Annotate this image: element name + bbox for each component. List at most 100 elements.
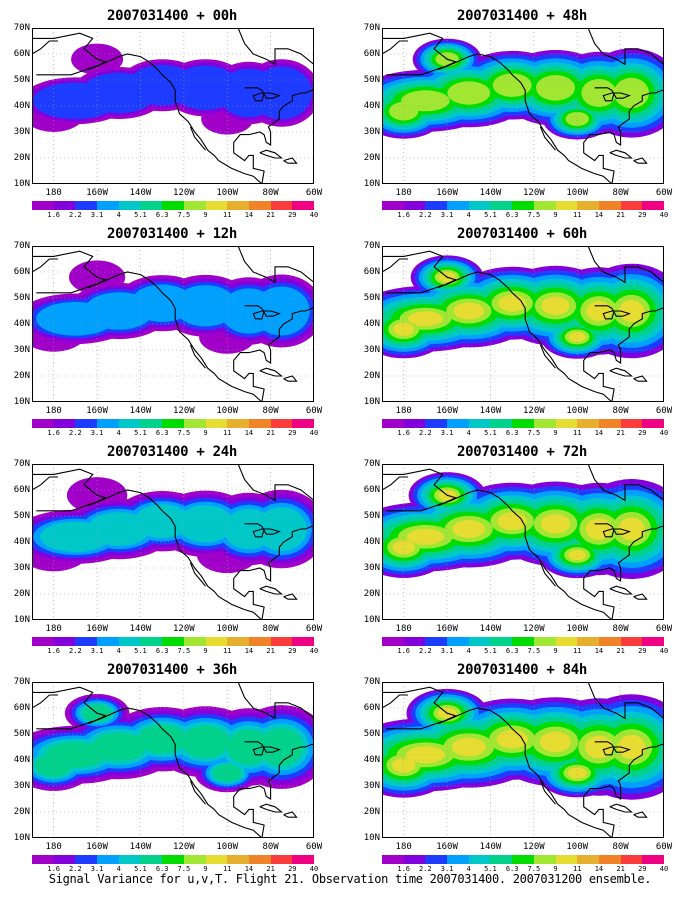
forecast-panel: 2007031400 + 84h 70N 60N 50N 40N 30N 20N 10N 180…	[350, 662, 672, 880]
colorbar-swatch	[118, 201, 141, 210]
colorbar-swatch	[620, 419, 643, 428]
longitude-label: 80W	[612, 624, 629, 634]
latitude-label: 60N	[13, 267, 30, 277]
longitude-label: 120W	[173, 406, 195, 416]
colorbar-label: 14	[244, 647, 254, 655]
colorbar-swatch	[577, 419, 599, 428]
longitude-label: 120W	[523, 406, 545, 416]
colorbar-label: 3.1	[90, 211, 104, 219]
latitude-label: 40N	[13, 537, 30, 547]
colorbar-swatch	[248, 419, 271, 428]
colorbar-label: 9	[553, 865, 558, 873]
colorbar-label: 2.2	[419, 647, 432, 655]
colorbar-swatch	[598, 419, 621, 428]
colorbar-swatch	[227, 637, 249, 646]
longitude-label: 100W	[566, 406, 589, 416]
colorbar-label: 14	[244, 429, 254, 437]
colorbar-swatch	[598, 201, 621, 210]
colorbar-label: 4	[116, 211, 121, 219]
latitude-label: 30N	[363, 127, 380, 137]
colorbar-label: 4	[116, 865, 121, 873]
longitude-label: 160W	[86, 188, 108, 198]
latitude-label: 20N	[13, 371, 30, 381]
colorbar-label: 9	[203, 865, 208, 873]
latitude-label: 30N	[13, 781, 30, 791]
colorbar-label: 29	[638, 211, 647, 219]
colorbar-swatch	[620, 855, 643, 864]
colorbar-label: 7.5	[177, 647, 191, 655]
latitude-label: 50N	[13, 293, 30, 303]
variance-map	[382, 28, 664, 184]
colorbar-label: 21	[616, 429, 625, 437]
latitude-label: 60N	[13, 485, 30, 495]
colorbar-swatch	[490, 637, 513, 646]
colorbar-label: 40	[659, 865, 669, 873]
forecast-panel: 2007031400 + 00h 70N 60N 50N 40N 30N 20N 10N 180…	[0, 8, 322, 226]
figure-caption: Signal Variance for u,v,T. Flight 21. Ob…	[48, 872, 652, 886]
longitude-label: 160W	[436, 406, 458, 416]
latitude-label: 10N	[13, 397, 30, 407]
colorbar-swatch	[53, 201, 76, 210]
colorbar-swatch	[292, 855, 314, 864]
variance-map	[32, 28, 314, 184]
colorbar-swatch	[425, 201, 448, 210]
colorbar-label: 11	[573, 211, 582, 219]
colorbar-label: 7.5	[527, 429, 541, 437]
colorbar	[32, 637, 314, 646]
colorbar-swatch	[490, 419, 513, 428]
colorbar-swatch	[555, 201, 578, 210]
colorbar-label: 1.6	[47, 647, 61, 655]
colorbar-swatch	[97, 419, 119, 428]
colorbar-swatch	[97, 637, 119, 646]
colorbar-label: 2.2	[69, 647, 82, 655]
longitude-label: 100W	[566, 624, 589, 634]
colorbar-swatch	[382, 201, 404, 210]
colorbar-swatch	[382, 419, 404, 428]
colorbar-swatch	[425, 855, 448, 864]
colorbar-label: 40	[659, 647, 669, 655]
forecast-panel: 2007031400 + 12h 70N 60N 50N 40N 30N 20N 10N 180…	[0, 226, 322, 444]
panel-title: 2007031400 + 24h	[106, 444, 238, 460]
map-canvas	[32, 246, 314, 402]
latitude-label: 10N	[13, 179, 30, 189]
colorbar-label: 3.1	[90, 865, 104, 873]
longitude-label: 100W	[216, 406, 239, 416]
colorbar-label: 4	[466, 647, 471, 655]
longitude-label: 140W	[129, 188, 152, 198]
longitude-label: 100W	[566, 188, 589, 198]
colorbar-label: 11	[573, 865, 582, 873]
longitude-label: 80W	[262, 188, 279, 198]
longitude-label: 160W	[86, 406, 108, 416]
latitude-label: 20N	[363, 589, 380, 599]
colorbar-label: 14	[594, 429, 604, 437]
variance-map	[32, 464, 314, 620]
latitude-label: 10N	[13, 833, 30, 843]
colorbar-label: 29	[638, 429, 647, 437]
longitude-label: 120W	[523, 188, 545, 198]
longitude-label: 80W	[262, 406, 279, 416]
latitude-label: 70N	[13, 677, 30, 687]
map-canvas	[382, 682, 664, 838]
colorbar-label: 9	[553, 211, 558, 219]
latitude-label: 60N	[363, 267, 380, 277]
colorbar-swatch	[53, 637, 76, 646]
colorbar-swatch	[97, 201, 119, 210]
longitude-label: 60W	[655, 842, 673, 852]
colorbar-label: 6.3	[155, 211, 169, 219]
forecast-panel: 2007031400 + 24h 70N 60N 50N 40N 30N 20N 10N 180…	[0, 444, 322, 662]
colorbar-swatch	[118, 637, 141, 646]
forecast-panel: 2007031400 + 48h 70N 60N 50N 40N 30N 20N 10N 180…	[350, 8, 672, 226]
colorbar-label: 9	[553, 647, 558, 655]
colorbar-swatch	[227, 201, 249, 210]
colorbar-label: 7.5	[177, 211, 191, 219]
colorbar-swatch	[620, 201, 643, 210]
colorbar-label: 3.1	[90, 429, 104, 437]
colorbar-label: 5.1	[134, 211, 147, 219]
latitude-label: 30N	[13, 127, 30, 137]
colorbar-label: 6.3	[155, 647, 169, 655]
colorbar-swatch	[270, 637, 293, 646]
colorbar-label: 9	[203, 211, 208, 219]
latitude-label: 70N	[363, 459, 380, 469]
colorbar-swatch	[382, 637, 404, 646]
colorbar-label: 40	[659, 211, 669, 219]
